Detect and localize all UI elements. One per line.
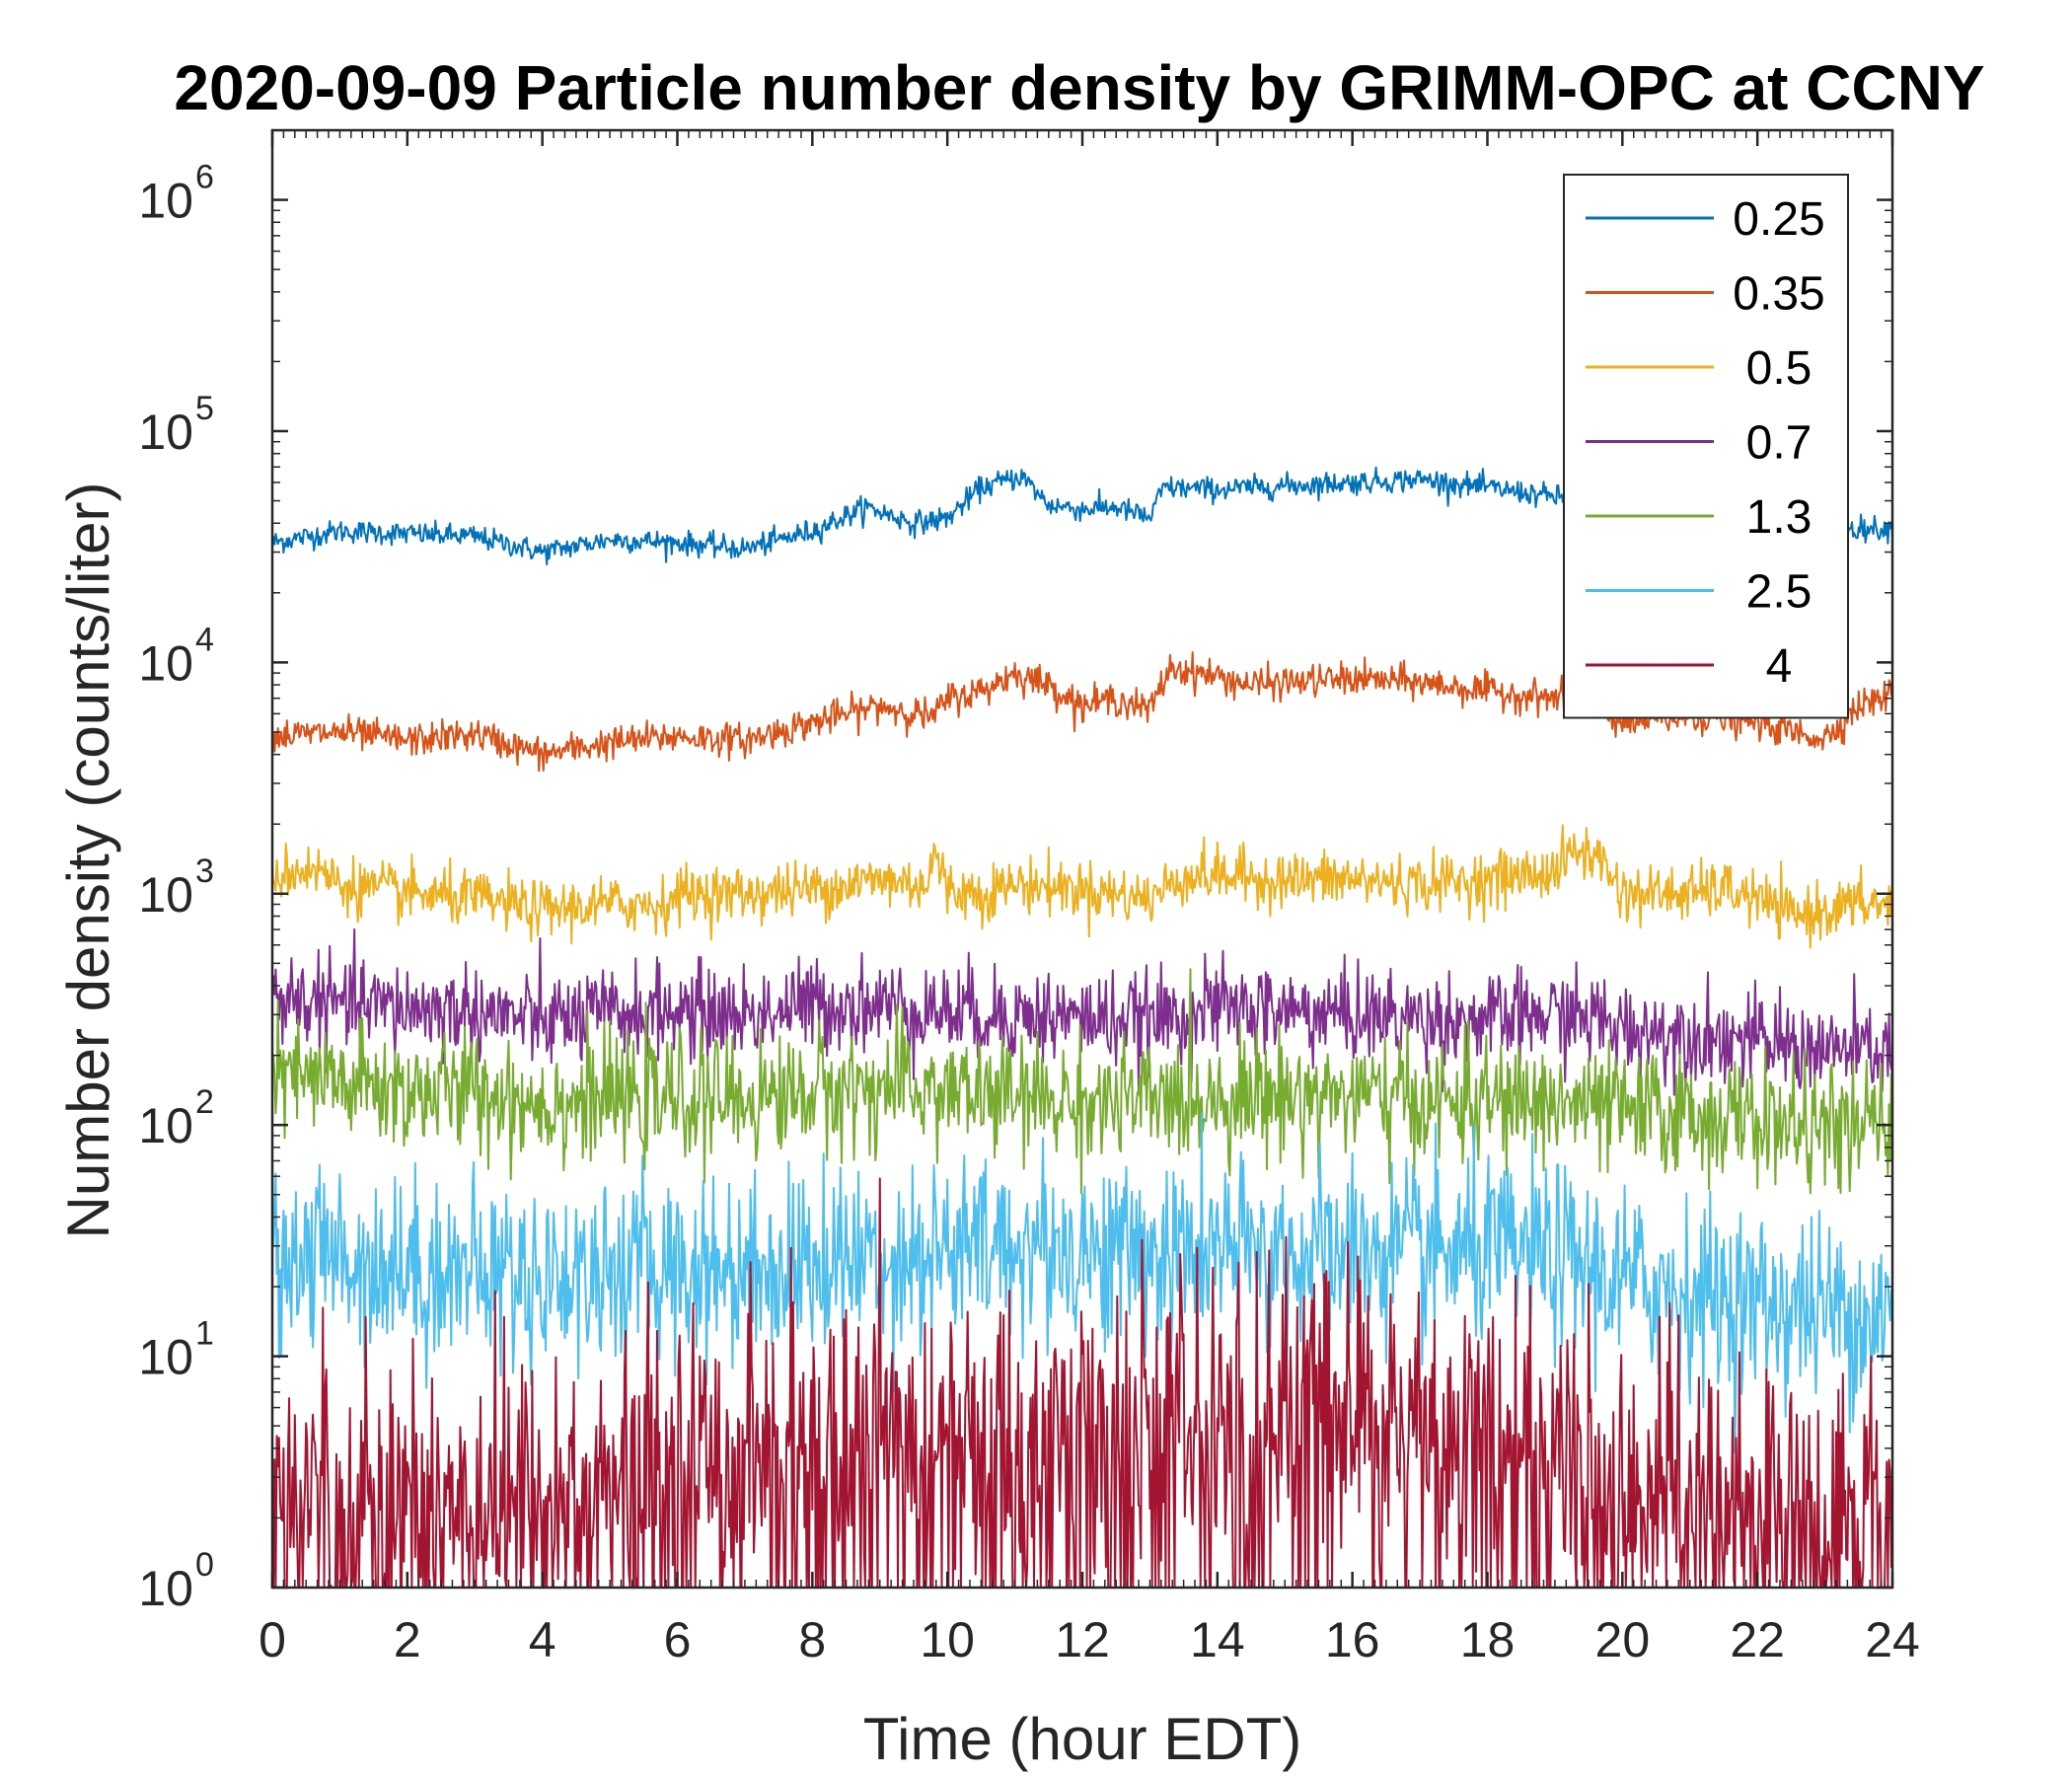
- y-tick-base: 10: [138, 1561, 193, 1616]
- legend-item: 0.7: [1586, 417, 1812, 470]
- y-tick-exponent: 3: [195, 852, 214, 890]
- y-tick-base: 10: [138, 174, 193, 229]
- x-tick-label: 12: [1055, 1612, 1110, 1667]
- legend-item: 4: [1586, 640, 1792, 693]
- legend-item: 0.25: [1586, 193, 1825, 246]
- legend-item: 1.3: [1586, 491, 1812, 544]
- y-tick-label: 10 1: [138, 1315, 214, 1385]
- x-tick-label: 6: [664, 1612, 692, 1667]
- y-tick-label: 10 2: [138, 1083, 214, 1153]
- y-axis-label: Number density (counts/liter): [55, 482, 121, 1239]
- legend-label: 2.5: [1746, 566, 1813, 619]
- x-tick-label: 16: [1325, 1612, 1380, 1667]
- x-tick-label: 18: [1460, 1612, 1516, 1667]
- legend-label: 4: [1766, 640, 1793, 693]
- y-tick-base: 10: [138, 867, 193, 923]
- series-line-0-5: [271, 824, 1893, 949]
- x-tick-label: 0: [259, 1612, 286, 1667]
- legend-box: [1563, 174, 1849, 719]
- legend-item: 0.5: [1586, 342, 1812, 395]
- legend-label: 0.35: [1733, 268, 1824, 321]
- plot-series: [271, 466, 1893, 1589]
- y-tick-label: 10 3: [138, 852, 214, 923]
- y-tick-base: 10: [138, 405, 193, 460]
- y-tick-exponent: 1: [195, 1315, 214, 1353]
- y-tick-label: 10 5: [138, 390, 214, 460]
- series-line-0-7: [271, 927, 1893, 1096]
- series-line-1-3: [271, 968, 1893, 1195]
- y-tick-label: 10 0: [138, 1546, 214, 1616]
- legend-label: 0.25: [1733, 193, 1824, 246]
- y-tick-base: 10: [138, 635, 193, 691]
- legend: 0.25 0.35 0.5 0.7 1.3 2.5 4: [1563, 174, 1849, 719]
- x-tick-label: 22: [1730, 1612, 1785, 1667]
- chart-title: 2020-09-09 Particle number density by GR…: [174, 52, 1984, 123]
- y-tick-exponent: 6: [195, 159, 214, 196]
- y-tick-exponent: 2: [195, 1083, 214, 1121]
- legend-label: 0.7: [1746, 417, 1813, 470]
- series-line-0-35: [271, 651, 1893, 773]
- x-tick-label: 24: [1865, 1612, 1920, 1667]
- legend-item: 2.5: [1586, 566, 1812, 619]
- x-tick-label: 2: [394, 1612, 421, 1667]
- x-tick-label: 10: [920, 1612, 975, 1667]
- y-tick-base: 10: [138, 1098, 193, 1153]
- legend-item: 0.35: [1586, 268, 1825, 321]
- x-tick-label: 14: [1190, 1612, 1245, 1667]
- x-axis-label: Time (hour EDT): [863, 1706, 1302, 1772]
- y-tick-exponent: 4: [195, 621, 214, 658]
- y-tick-exponent: 0: [195, 1546, 214, 1584]
- legend-label: 1.3: [1746, 491, 1813, 544]
- x-tick-label: 20: [1595, 1612, 1651, 1667]
- y-tick-label: 10 6: [138, 159, 214, 229]
- y-tick-exponent: 5: [195, 390, 214, 427]
- y-tick-label: 10 4: [138, 621, 214, 691]
- y-tick-base: 10: [138, 1330, 193, 1385]
- x-tick-label: 8: [798, 1612, 826, 1667]
- legend-label: 0.5: [1746, 342, 1813, 395]
- x-tick-label: 4: [529, 1612, 556, 1667]
- series-line-2-5: [271, 1112, 1893, 1454]
